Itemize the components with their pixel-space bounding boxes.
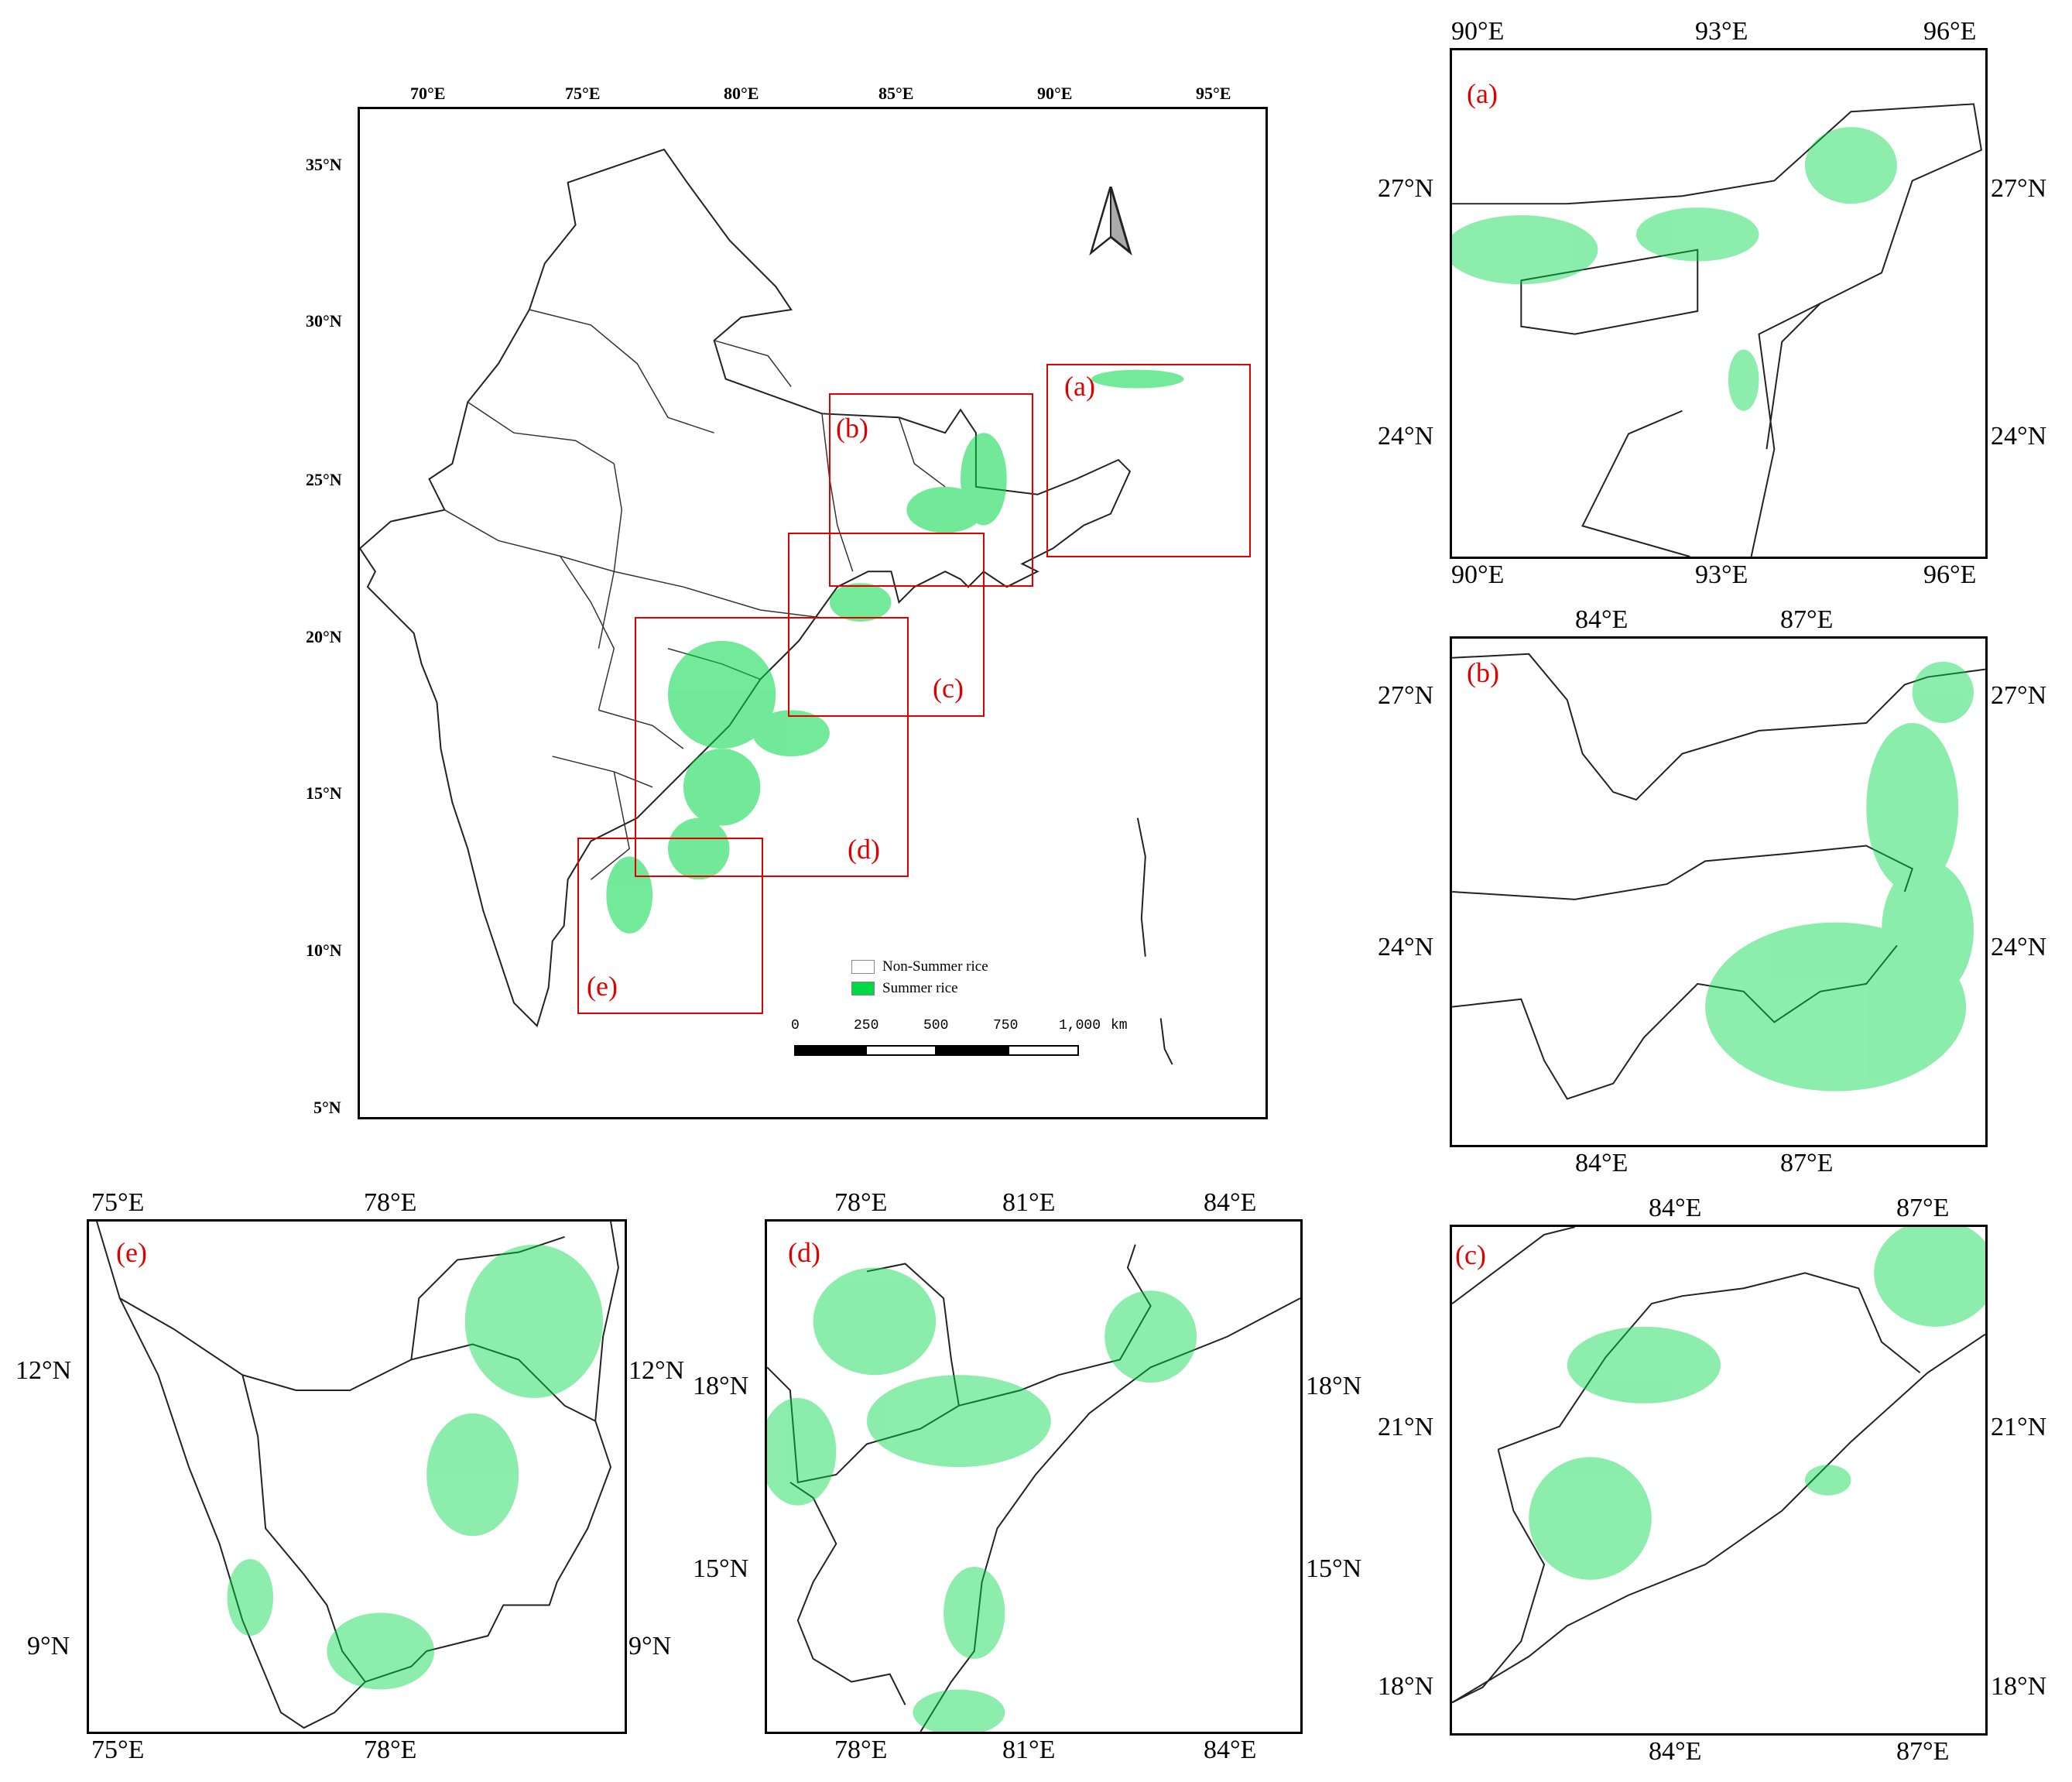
main-lat-label: 10°N [306,941,342,960]
panel-e-bottom-lon: 75°E [91,1736,145,1764]
panel-e-top-lon: 78°E [364,1188,417,1217]
panel-b-bottom-lon: 87°E [1780,1149,1834,1177]
panel-a-right-lat: 27°N [1991,174,2047,203]
scale-tick: 250 [854,1018,879,1033]
panel-e-bottom-lon: 78°E [364,1736,417,1764]
panel-d-bottom-lon: 78°E [834,1736,888,1764]
main-map-frame [358,107,1268,1119]
main-lat-label: 35°N [306,155,342,174]
panel-c-top-lon: 87°E [1896,1194,1950,1222]
panel-d-bottom-lon: 81°E [1002,1736,1056,1764]
panel-c-left-lat: 18°N [1378,1672,1434,1701]
panel-c-letter: (c) [1455,1239,1486,1270]
panel-c-top-lon: 84°E [1649,1194,1702,1222]
main-lon-label: 75°E [565,84,601,103]
panel-d-bottom-lon: 84°E [1204,1736,1257,1764]
box-d-label: (d) [848,834,880,865]
scale-unit: km [1111,1018,1128,1033]
box-a-label: (a) [1064,371,1095,402]
panel-e [87,1219,627,1734]
main-lon-label: 95°E [1196,84,1231,103]
panel-d-right-lat: 15°N [1306,1554,1362,1583]
summer-rice-areas [606,369,1184,934]
main-lon-label: 70°E [410,84,446,103]
box-e-label: (e) [587,971,618,1002]
legend-label-summer: Summer rice [882,980,958,996]
panel-b-letter: (b) [1467,657,1499,688]
panel-d-left-lat: 18°N [693,1372,749,1400]
scale-bar-segment [865,1045,937,1056]
scale-bar-segment [1008,1045,1079,1056]
north-arrow-icon [1087,187,1134,256]
panel-e-right-lat: 12°N [628,1356,685,1385]
scale-tick: 0 [791,1018,800,1033]
panel-b-right-lat: 24°N [1991,933,2047,961]
scale-tick: 1,000 [1059,1018,1101,1033]
box-a[interactable] [1046,364,1251,557]
panel-c-right-lat: 21°N [1991,1413,2047,1441]
box-e[interactable] [577,838,763,1014]
india-map-svg [360,148,1184,1065]
panel-a-right-lat: 24°N [1991,422,2047,451]
panel-a-top-lon: 90°E [1451,17,1505,46]
main-lat-label: 30°N [306,311,342,331]
panel-b-left-lat: 24°N [1378,933,1434,961]
panel-d-left-lat: 15°N [693,1554,749,1583]
main-lat-label: 5°N [313,1098,341,1117]
panel-d-right-lat: 18°N [1306,1372,1362,1400]
panel-c [1450,1225,1988,1736]
box-c[interactable] [788,533,985,717]
panel-a-bottom-lon: 96°E [1923,560,1977,589]
main-lat-label: 15°N [306,783,342,803]
panel-e-top-lon: 75°E [91,1188,145,1217]
panel-a-bottom-lon: 90°E [1451,560,1505,589]
india-outline [360,148,1132,1028]
panel-c-bottom-lon: 84°E [1649,1737,1702,1766]
andaman-islands [1136,817,1173,1065]
legend-swatch-non-summer [851,960,875,974]
panel-c-right-lat: 18°N [1991,1672,2047,1701]
panel-b-top-lon: 87°E [1780,605,1834,634]
panel-a-bottom-lon: 93°E [1695,560,1748,589]
panel-d-letter: (d) [788,1237,820,1268]
panel-b [1450,636,1988,1147]
panel-d [765,1219,1303,1734]
panel-e-letter: (e) [116,1237,147,1268]
panel-b-left-lat: 27°N [1378,681,1434,710]
scale-tick: 500 [923,1018,949,1033]
scale-tick: 750 [993,1018,1019,1033]
legend-label-non-summer: Non-Summer rice [882,958,988,975]
panel-e-right-lat: 9°N [628,1632,672,1660]
main-lon-label: 85°E [878,84,914,103]
main-lon-label: 90°E [1037,84,1073,103]
panel-e-left-lat: 9°N [27,1632,70,1660]
panel-c-bottom-lon: 87°E [1896,1737,1950,1766]
box-b[interactable] [829,393,1033,587]
panel-a-left-lat: 27°N [1378,174,1434,203]
panel-d-top-lon: 78°E [834,1188,888,1217]
panel-a-letter: (a) [1467,78,1498,109]
box-c-label: (c) [933,673,964,704]
scale-bar-segment [937,1045,1008,1056]
panel-b-bottom-lon: 84°E [1575,1149,1628,1177]
main-lat-label: 20°N [306,627,342,646]
panel-a-top-lon: 96°E [1923,17,1977,46]
panel-a-top-lon: 93°E [1695,17,1748,46]
panel-b-top-lon: 84°E [1575,605,1628,634]
panel-a [1450,48,1988,559]
panel-c-left-lat: 21°N [1378,1413,1434,1441]
legend-swatch-summer [851,982,875,996]
panel-e-left-lat: 12°N [15,1356,72,1385]
main-lat-label: 25°N [306,470,342,489]
panel-a-left-lat: 24°N [1378,422,1434,451]
main-lon-label: 80°E [724,84,759,103]
panel-d-top-lon: 81°E [1002,1188,1056,1217]
box-b-label: (b) [836,413,868,444]
panel-b-right-lat: 27°N [1991,681,2047,710]
box-d[interactable] [635,617,909,877]
scale-bar-segment [794,1045,865,1056]
panel-d-top-lon: 84°E [1204,1188,1257,1217]
